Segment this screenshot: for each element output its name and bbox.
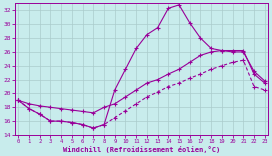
X-axis label: Windchill (Refroidissement éolien,°C): Windchill (Refroidissement éolien,°C) [63,146,220,153]
